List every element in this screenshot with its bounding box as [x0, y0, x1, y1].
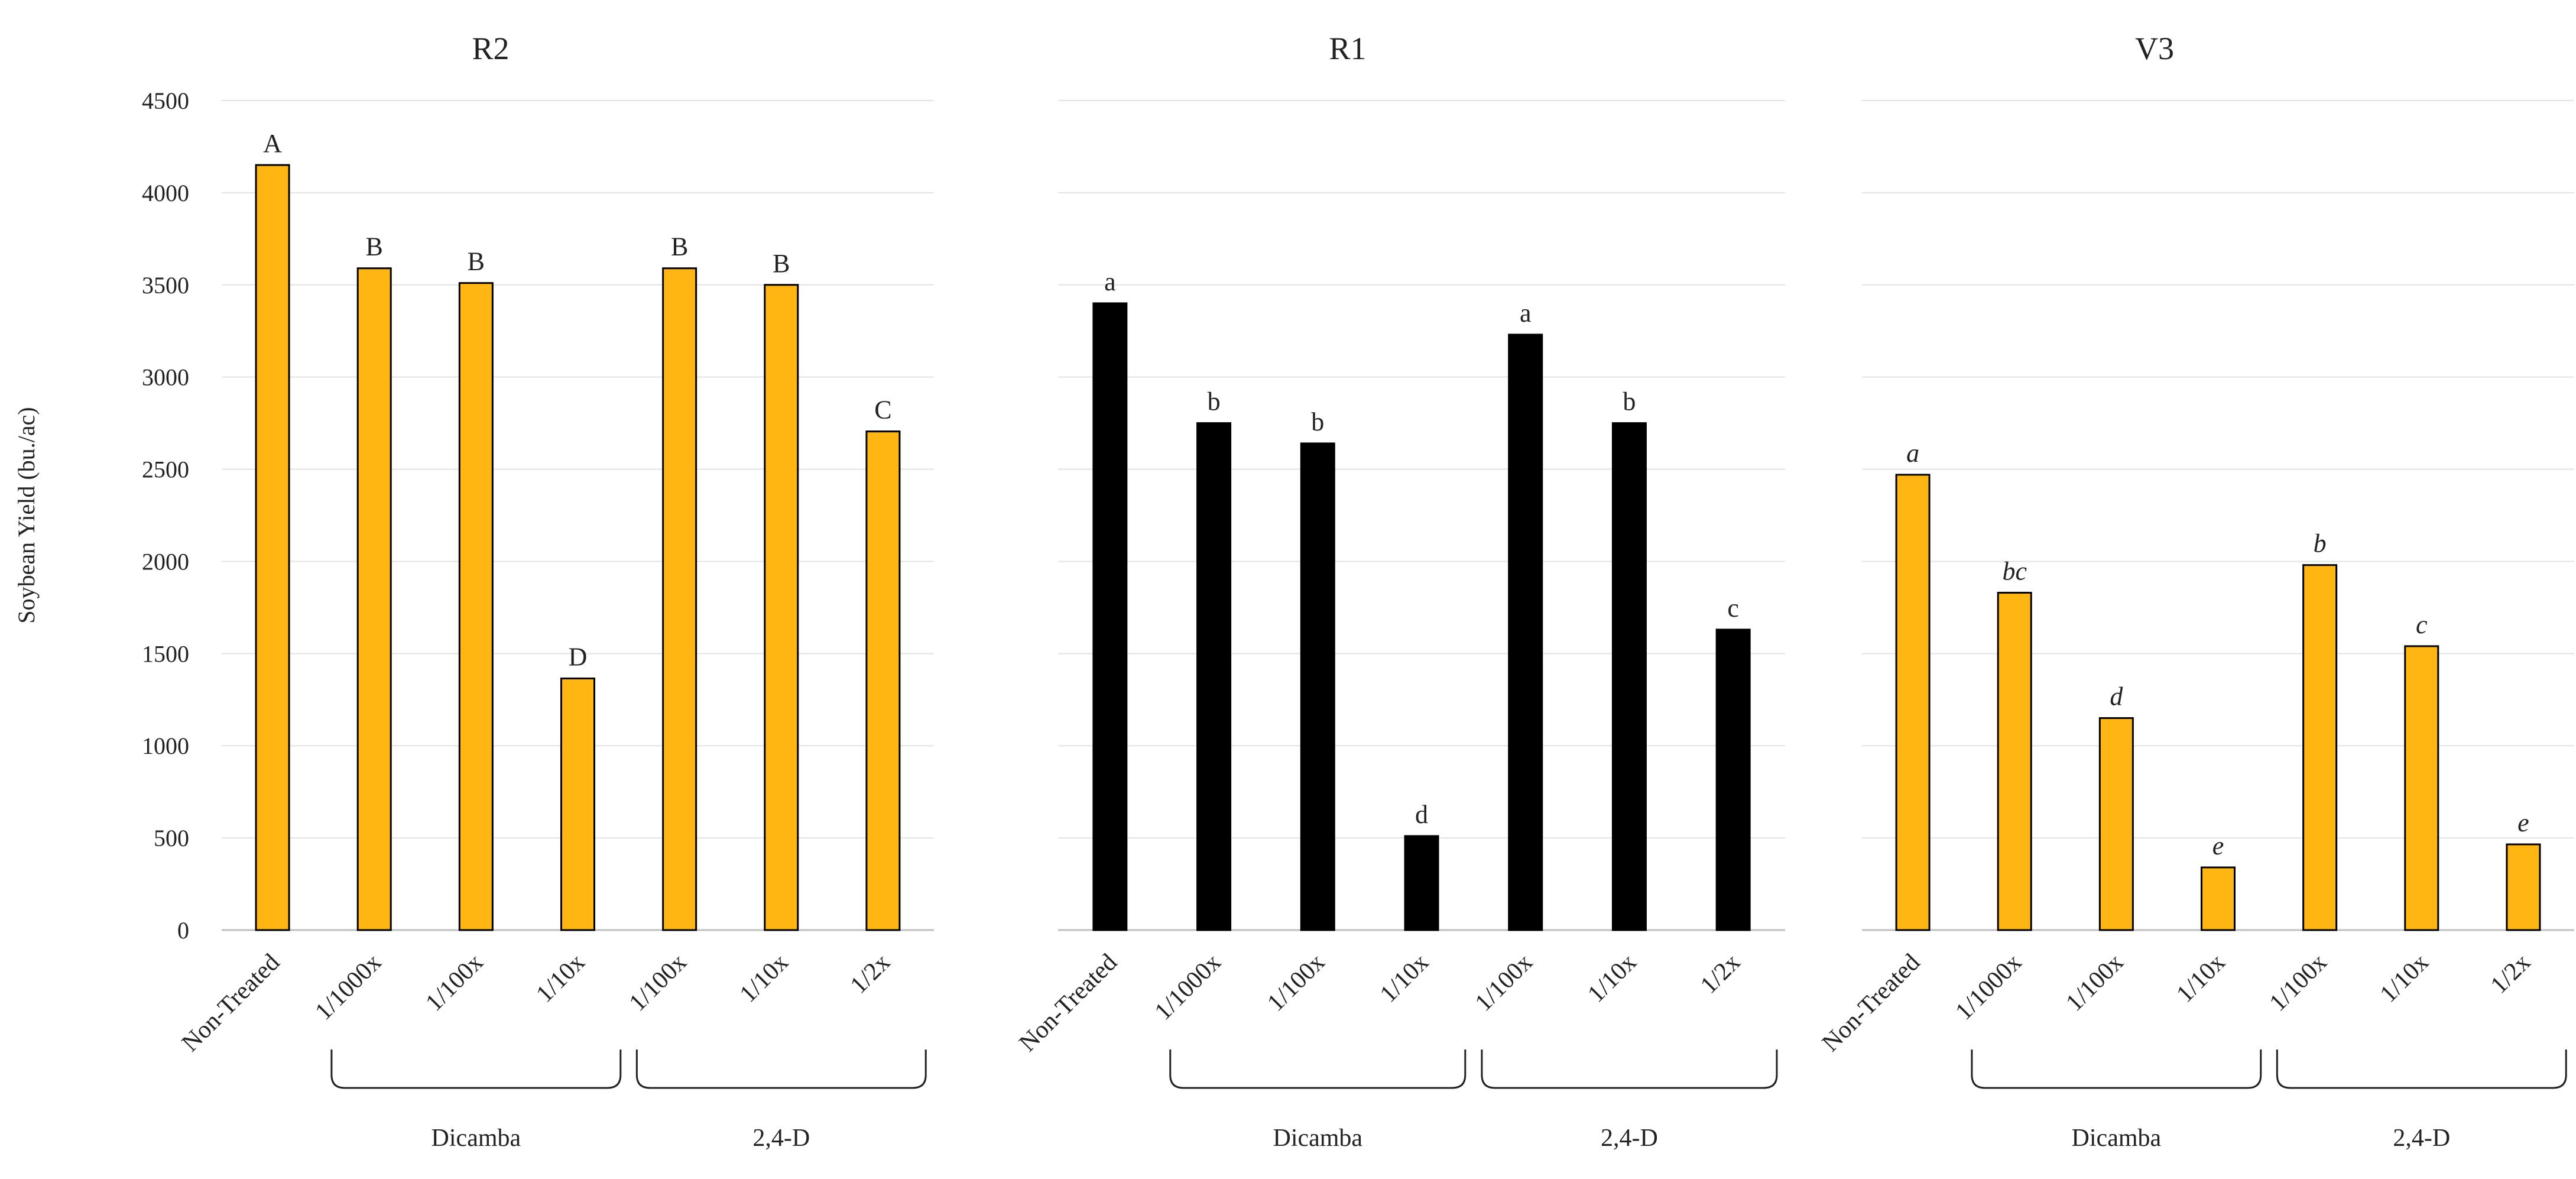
- chart-panel-R2: 0 500 1000 1500 2000 2500 3000 3500 4000 4500 Soyb…: [13, 31, 934, 1152]
- bar: [560, 677, 595, 931]
- bar-letter-label: B: [773, 249, 790, 278]
- bar: [1092, 302, 1128, 931]
- bar-letter-label: C: [874, 396, 891, 425]
- x-tick-label: 1/10x: [735, 949, 794, 1008]
- group-label: Dicamba: [1273, 1125, 1362, 1152]
- x-tick-label: 1/10x: [1375, 949, 1434, 1008]
- x-tick-label: Non-Treated: [177, 949, 285, 1057]
- bar: [1715, 629, 1751, 931]
- y-tick-label: 2500: [142, 456, 189, 483]
- bar-letter-label: D: [569, 642, 588, 671]
- bar: [1997, 591, 2032, 931]
- group-bracket: [2276, 1050, 2567, 1089]
- group-bracket: [1971, 1050, 2262, 1089]
- y-tick-label: 4000: [142, 180, 189, 206]
- y-tick-label: 0: [177, 917, 189, 944]
- x-tick-label: 1/10x: [1582, 949, 1641, 1008]
- x-tick-label: Non-Treated: [1014, 949, 1122, 1057]
- group-bracket: [1169, 1050, 1467, 1089]
- bar: [1611, 422, 1647, 931]
- bar: [1404, 835, 1439, 931]
- group-bracket: [635, 1050, 927, 1089]
- bar: [865, 430, 901, 931]
- chart-title: R2: [472, 31, 509, 66]
- bar: [2201, 866, 2236, 931]
- x-tick-label: 1/2x: [2486, 949, 2536, 999]
- x-tick-label: 1/1000x: [1150, 949, 1227, 1026]
- y-tick-label: 4500: [142, 88, 189, 114]
- y-tick-label: 3500: [142, 272, 189, 299]
- bar-letter-label: bc: [2002, 556, 2027, 585]
- bar-letter-label: b: [1623, 387, 1636, 416]
- y-tick-label: 2000: [142, 548, 189, 575]
- bar-letter-label: a: [1104, 267, 1116, 296]
- bar: [1300, 442, 1335, 931]
- y-tick-label: 500: [154, 825, 189, 851]
- y-tick-label: 1000: [142, 733, 189, 759]
- chart-panel-V3: V3 a Non-Treated bc 1/1000x d 1/100x e 1/10x b 1/1…: [1817, 31, 2574, 1152]
- bar: [1895, 474, 1931, 931]
- bar-letter-label: b: [2314, 529, 2327, 558]
- bar: [255, 164, 290, 931]
- x-tick-label: 1/2x: [845, 949, 896, 999]
- bar-letter-label: b: [1311, 407, 1324, 436]
- bar-letter-label: a: [1906, 439, 1919, 468]
- x-tick-label: 1/1000x: [310, 949, 387, 1026]
- bar-letter-label: A: [263, 129, 282, 158]
- group-bracket: [330, 1050, 622, 1089]
- x-tick-label: 1/100x: [624, 949, 692, 1017]
- bar: [2506, 843, 2541, 931]
- x-tick-label: 1/10x: [531, 949, 590, 1008]
- group-label: Dicamba: [2072, 1125, 2162, 1152]
- bar: [662, 267, 697, 931]
- x-tick-label: 1/100x: [1470, 949, 1538, 1017]
- x-tick-label: 1/1000x: [1950, 949, 2027, 1026]
- bar-letter-label: b: [1208, 387, 1221, 416]
- chart-panel-R1: R1 a Non-Treated b 1/1000x b 1/100x d 1/10x a 1/10…: [1014, 31, 1785, 1152]
- bar: [356, 267, 392, 931]
- x-tick-label: 1/10x: [2375, 949, 2434, 1008]
- bar-letter-label: e: [2212, 831, 2224, 860]
- y-axis-label: Soybean Yield (bu./ac): [13, 407, 40, 623]
- x-tick-label: 1/100x: [420, 949, 488, 1017]
- x-tick-label: Non-Treated: [1817, 949, 1925, 1057]
- x-tick-label: 1/100x: [1262, 949, 1330, 1017]
- bar-letter-label: B: [366, 232, 383, 261]
- bar: [764, 284, 799, 931]
- y-tick-label: 1500: [142, 640, 189, 667]
- x-tick-label: 1/10x: [2171, 949, 2230, 1008]
- bar-letter-label: e: [2517, 808, 2529, 837]
- bar: [1508, 333, 1543, 931]
- bar-letter-label: B: [468, 247, 485, 276]
- group-label: 2,4-D: [1601, 1125, 1658, 1152]
- bar: [1196, 422, 1232, 931]
- x-tick-label: 1/100x: [2264, 949, 2332, 1017]
- bar: [2302, 564, 2338, 931]
- bar-letter-label: d: [1415, 800, 1428, 829]
- group-label: 2,4-D: [752, 1125, 810, 1152]
- bar-letter-label: c: [2416, 610, 2428, 639]
- bar: [2098, 717, 2134, 931]
- bar-letter-label: d: [2110, 682, 2123, 711]
- group-label: Dicamba: [432, 1125, 521, 1152]
- y-tick-label: 3000: [142, 364, 189, 391]
- group-bracket: [1481, 1050, 1778, 1089]
- chart-title: R1: [1329, 31, 1366, 66]
- bar: [2404, 645, 2439, 931]
- x-tick-label: 1/100x: [2061, 949, 2129, 1017]
- group-label: 2,4-D: [2393, 1125, 2450, 1152]
- x-tick-label: 1/2x: [1695, 949, 1746, 999]
- bar-letter-label: a: [1520, 299, 1532, 328]
- bar: [458, 282, 494, 931]
- bar-letter-label: c: [1727, 594, 1739, 623]
- chart-title: V3: [2135, 31, 2174, 66]
- bar-letter-label: B: [671, 232, 688, 261]
